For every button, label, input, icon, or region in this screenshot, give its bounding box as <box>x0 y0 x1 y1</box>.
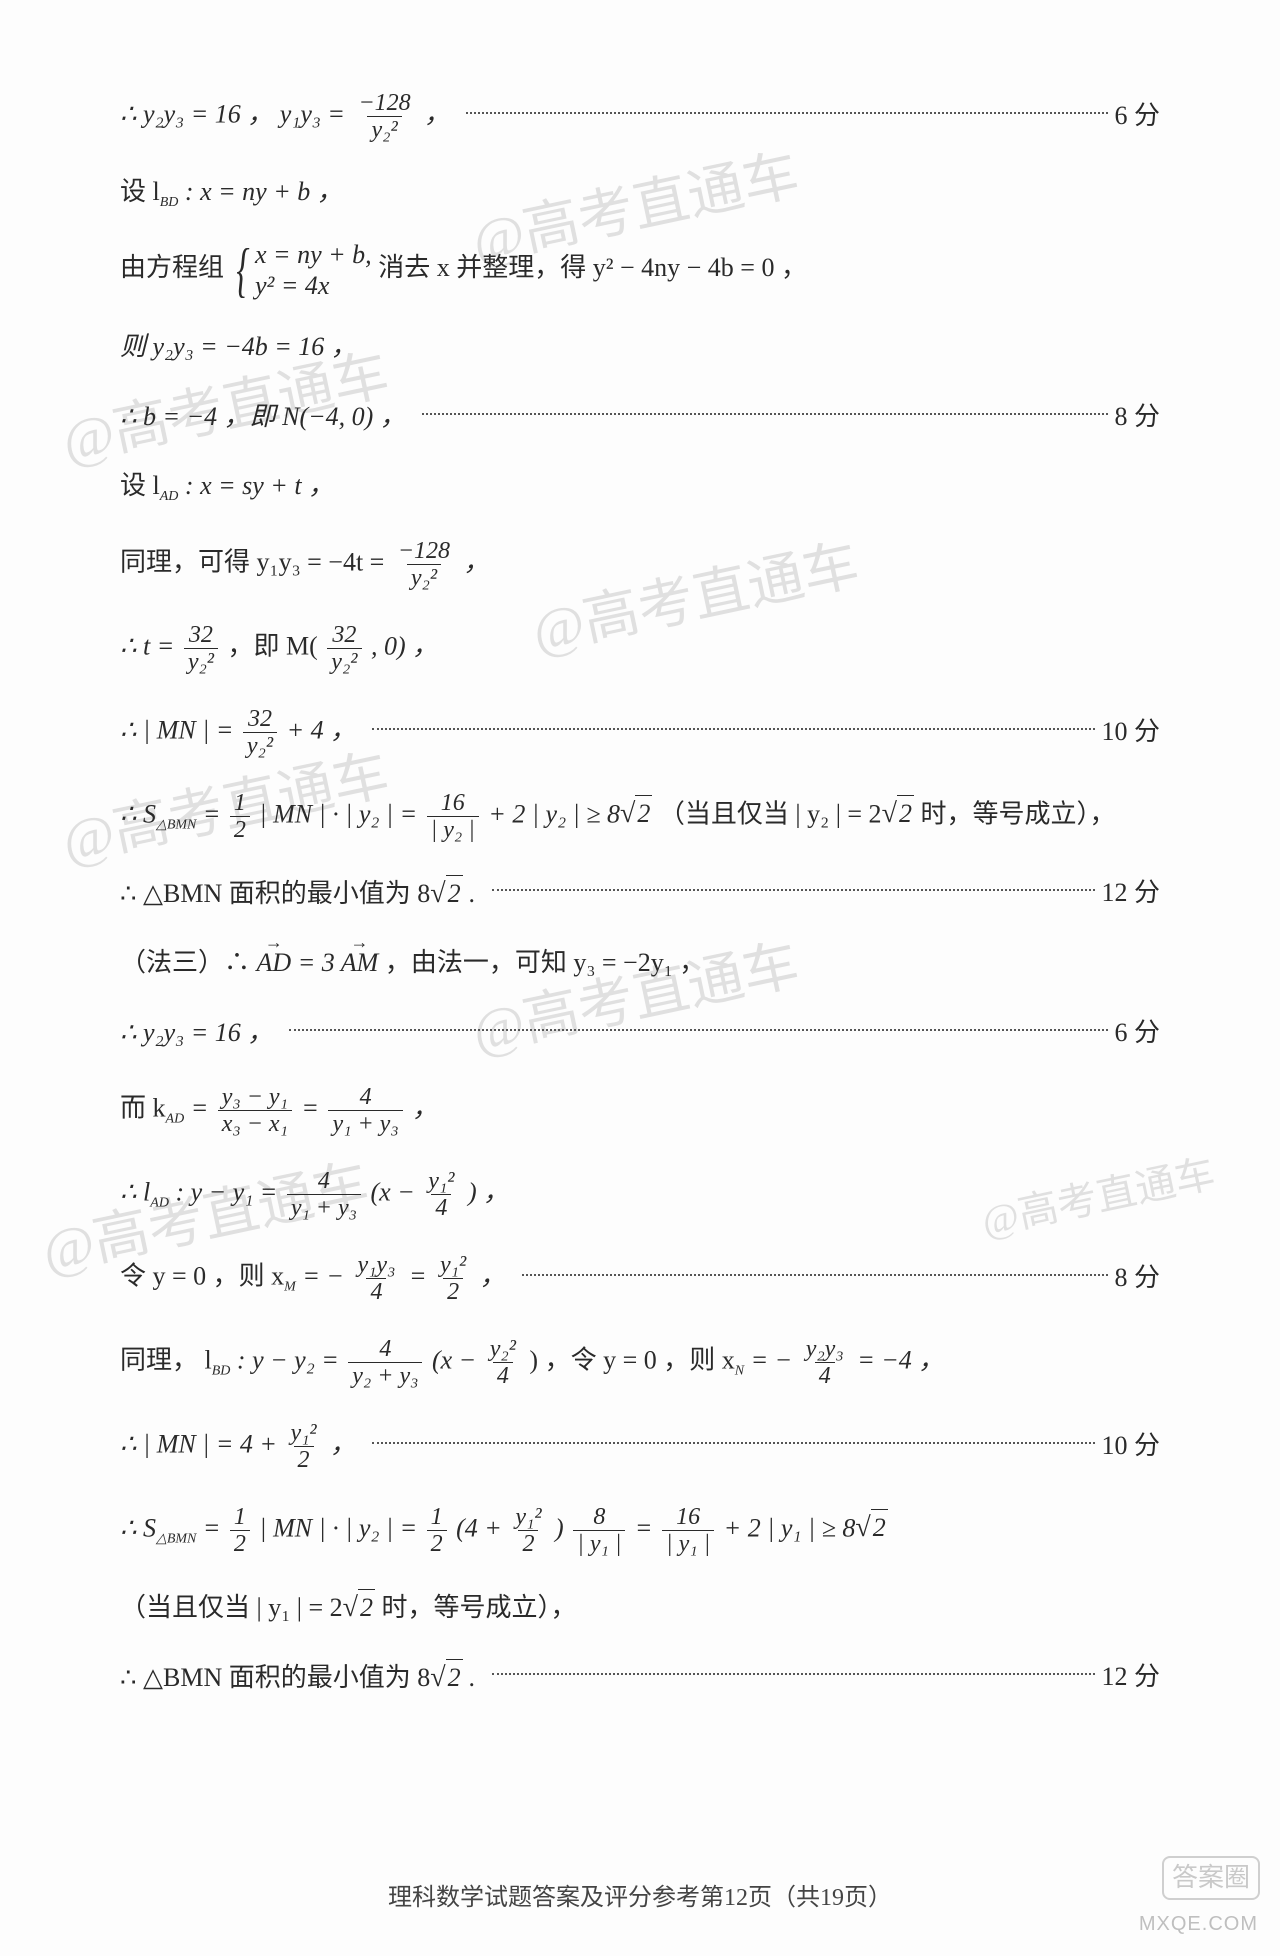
math-line: 令 y = 0 ，则 xM = − y₁y₃4 = y₁²2 ， 8 分 <box>120 1247 1160 1309</box>
math-line: 设 lBD : x = ny + b ， <box>120 169 1160 217</box>
leader-dots <box>522 1274 1109 1276</box>
expr: ∴ y₂y₃ = 16 ， <box>120 1015 273 1051</box>
expr: 设 lBD : x = ny + b ， <box>120 174 343 213</box>
math-line: ∴ S△BMN = 12 | MN | · | y₂ | = 12 (4 + y… <box>120 1499 1160 1561</box>
expr: 设 lAD : x = sy + t ， <box>120 468 334 507</box>
math-line: ∴ lAD : y − y₁ = 4y₁ + y₃ (x − y₁²4 ) ， <box>120 1163 1160 1225</box>
score: 8 分 <box>1114 1260 1160 1296</box>
expr: ∴ t = 32y₂² ，即 M( 32y₂² , 0) ， <box>120 622 438 675</box>
expr: ∴ lAD : y − y₁ = 4y₁ + y₃ (x − y₁²4 ) ， <box>120 1168 509 1221</box>
math-line: ∴ b = −4 ，即 N(−4, 0) ， 8 分 <box>120 393 1160 441</box>
score: 12 分 <box>1101 875 1160 911</box>
corner-stamp: 答案圈 <box>1162 1856 1260 1900</box>
page: @高考直通车 @高考直通车 @高考直通车 @高考直通车 @高考直通车 @高考直通… <box>0 0 1280 1956</box>
score: 6 分 <box>1114 98 1160 134</box>
page-footer: 理科数学试题答案及评分参考第12页（共19页） <box>0 1882 1280 1916</box>
math-line: 而 kAD = y₃ − y₁x₃ − x₁ = 4y₁ + y₃ ， <box>120 1079 1160 1141</box>
math-line: 设 lAD : x = sy + t ， <box>120 463 1160 511</box>
leader-dots <box>289 1029 1108 1031</box>
math-line: 则 y₂y₃ = −4b = 16 ， <box>120 323 1160 371</box>
score: 12 分 <box>1101 1659 1160 1695</box>
leader-dots <box>466 112 1108 114</box>
expr: 由方程组 { x = ny + b,y² = 4x 消去 x 并整理，得 y² … <box>120 239 807 301</box>
math-line: ∴ t = 32y₂² ，即 M( 32y₂² , 0) ， <box>120 617 1160 679</box>
score: 10 分 <box>1101 714 1160 750</box>
expr: ∴ | MN | = 4 + y₁²2 ， <box>120 1420 356 1473</box>
expr: ∴ △BMN 面积的最小值为 82 . <box>120 1658 476 1697</box>
math-line: 同理，可得 y₁y₃ = −4t = −128y₂² ， <box>120 533 1160 595</box>
expr: ∴ △BMN 面积的最小值为 82 . <box>120 874 476 913</box>
leader-dots <box>422 413 1109 415</box>
score: 10 分 <box>1101 1428 1160 1464</box>
expr: （法三）∴ AD = 3 AM ，由法一，可知 y₃ = −2y₁ ， <box>120 945 705 981</box>
expr: ∴ S△BMN = 12 | MN | · | y₂ | = 16| y₂ | … <box>120 790 1115 843</box>
math-line: ∴ △BMN 面积的最小值为 82 . 12 分 <box>120 1653 1160 1701</box>
leader-dots <box>492 889 1096 891</box>
expr: 则 y₂y₃ = −4b = 16 ， <box>120 329 357 365</box>
math-line: ∴ | MN | = 4 + y₁²2 ， 10 分 <box>120 1415 1160 1477</box>
leader-dots <box>492 1673 1096 1675</box>
expr: 令 y = 0 ，则 xM = − y₁y₃4 = y₁²2 ， <box>120 1252 506 1305</box>
expr: （当且仅当 | y₁ | = 22 时，等号成立）， <box>120 1588 577 1627</box>
expr: 而 kAD = y₃ − y₁x₃ − x₁ = 4y₁ + y₃ ， <box>120 1084 438 1137</box>
math-line: ∴ y₂y₃ = 16 ， 6 分 <box>120 1009 1160 1057</box>
math-line: （当且仅当 | y₁ | = 22 时，等号成立）， <box>120 1583 1160 1631</box>
math-line: ∴ y₂y₃ = 16 ， y₁y₃ = −128y₂² ， 6 分 <box>120 85 1160 147</box>
math-line: 同理， lBD : y − y₂ = 4y₂ + y₃ (x − y₂²4 ) … <box>120 1331 1160 1393</box>
leader-dots <box>372 1442 1095 1444</box>
score: 6 分 <box>1114 1015 1160 1051</box>
math-line: ∴ △BMN 面积的最小值为 82 . 12 分 <box>120 869 1160 917</box>
corner-url: MXQE.COM <box>1139 1910 1258 1938</box>
expr: ∴ y₂y₃ = 16 ， y₁y₃ = −128y₂² ， <box>120 90 450 143</box>
math-line: ∴ S△BMN = 12 | MN | · | y₂ | = 16| y₂ | … <box>120 785 1160 847</box>
expr: 同理， lBD : y − y₂ = 4y₂ + y₃ (x − y₂²4 ) … <box>120 1336 944 1389</box>
expr: ∴ b = −4 ，即 N(−4, 0) ， <box>120 399 406 435</box>
leader-dots <box>372 728 1095 730</box>
math-line: 由方程组 { x = ny + b,y² = 4x 消去 x 并整理，得 y² … <box>120 239 1160 301</box>
math-line: （法三）∴ AD = 3 AM ，由法一，可知 y₃ = −2y₁ ， <box>120 939 1160 987</box>
math-line: ∴ | MN | = 32y₂² + 4 ， 10 分 <box>120 701 1160 763</box>
expr: ∴ S△BMN = 12 | MN | · | y₂ | = 12 (4 + y… <box>120 1504 888 1557</box>
score: 8 分 <box>1114 399 1160 435</box>
expr: ∴ | MN | = 32y₂² + 4 ， <box>120 706 356 759</box>
expr: 同理，可得 y₁y₃ = −4t = −128y₂² ， <box>120 538 490 591</box>
